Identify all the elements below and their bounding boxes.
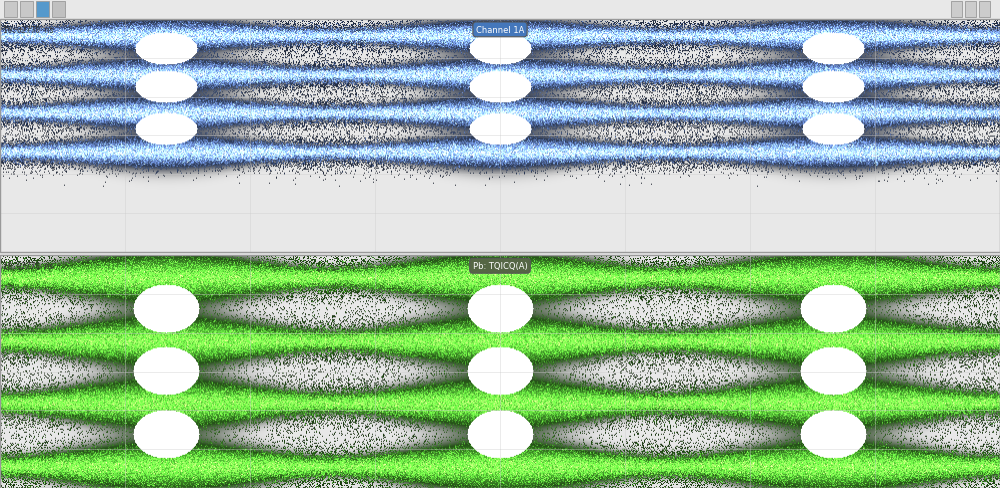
FancyBboxPatch shape <box>20 1 33 19</box>
Text: 10.02770 ns: 10.02770 ns <box>3 262 54 271</box>
FancyBboxPatch shape <box>52 1 65 19</box>
FancyBboxPatch shape <box>965 1 976 19</box>
Text: Pb: TQICQ(A): Pb: TQICQ(A) <box>473 262 527 271</box>
FancyBboxPatch shape <box>951 1 962 19</box>
Text: Channel 1A: Channel 1A <box>476 26 524 35</box>
FancyBboxPatch shape <box>36 1 49 19</box>
FancyBboxPatch shape <box>979 1 990 19</box>
Text: 10.02770 ns: 10.02770 ns <box>3 26 54 35</box>
FancyBboxPatch shape <box>4 1 17 19</box>
